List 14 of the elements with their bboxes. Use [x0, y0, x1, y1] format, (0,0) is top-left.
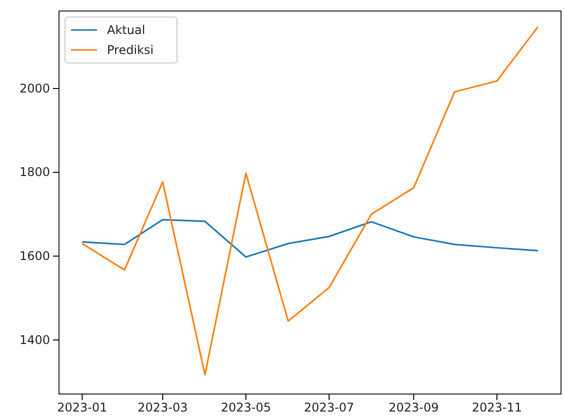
x-tick-label: 2023-09 — [388, 400, 439, 415]
x-tick-label: 2023-11 — [472, 400, 522, 415]
x-tick-label: 2023-05 — [220, 400, 271, 415]
y-tick-label: 2000 — [19, 81, 50, 96]
x-tick-label: 2023-01 — [57, 400, 108, 415]
y-tick-label: 1600 — [19, 248, 50, 263]
line-series — [81, 26, 539, 376]
legend-label: Aktual — [107, 23, 146, 37]
legend-label: Prediksi — [107, 43, 154, 57]
x-tick-label: 2023-03 — [138, 400, 188, 415]
x-tick-label: 2023-07 — [304, 400, 354, 415]
y-tick-label: 1400 — [19, 332, 50, 347]
line-series — [81, 218, 539, 258]
y-tick-label: 1800 — [19, 165, 50, 180]
